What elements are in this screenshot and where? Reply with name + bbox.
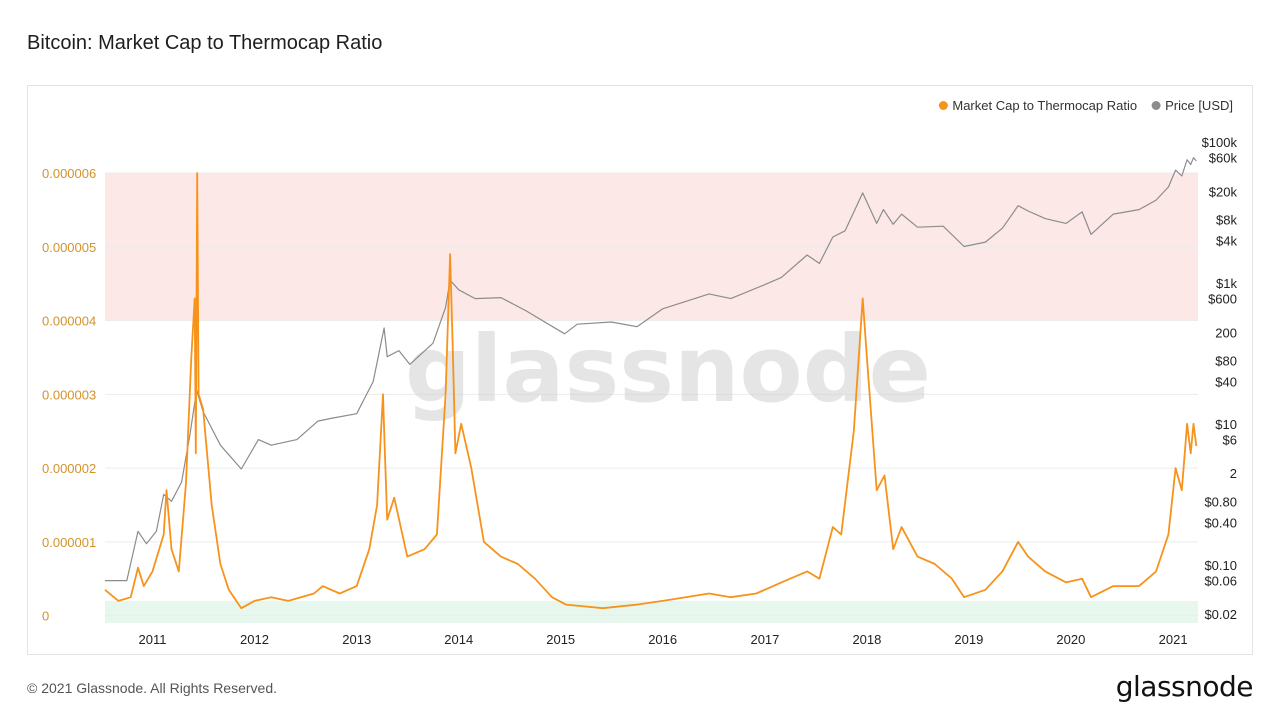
left-tick-label: 0 <box>42 609 49 624</box>
left-tick-label: 0.000004 <box>42 314 96 329</box>
legend-label: Market Cap to Thermocap Ratio <box>952 98 1137 113</box>
right-tick-label: 200 <box>1215 325 1237 340</box>
left-tick-label: 0.000001 <box>42 535 96 550</box>
chart-panel: glassnode 0 0.000001 0.000002 0.000003 0.000… <box>27 85 1253 655</box>
right-tick-label: $0.06 <box>1204 574 1237 589</box>
left-tick-label: 0.000005 <box>42 240 96 255</box>
right-tick-label: $600 <box>1208 292 1237 307</box>
right-tick-label: $0.02 <box>1204 607 1237 622</box>
x-tick-label: 2012 <box>240 632 269 647</box>
legend-label: Price [USD] <box>1165 98 1233 113</box>
right-tick-label: 2 <box>1230 466 1237 481</box>
x-tick-label: 2017 <box>750 632 779 647</box>
page-title: Bitcoin: Market Cap to Thermocap Ratio <box>27 32 383 54</box>
copyright-text: © 2021 Glassnode. All Rights Reserved. <box>27 680 278 696</box>
glassnode-logo[interactable]: glassnode <box>1115 670 1254 703</box>
right-tick-label: $0.80 <box>1204 494 1237 509</box>
right-tick-label: $0.10 <box>1204 558 1237 573</box>
right-tick-label: $80 <box>1215 353 1237 368</box>
right-tick-label: $6 <box>1223 433 1237 448</box>
legend-dot <box>938 101 948 110</box>
right-tick-label: $40 <box>1215 375 1237 390</box>
legend-dot <box>1151 101 1161 110</box>
right-tick-label: $60k <box>1209 151 1238 166</box>
band-undervalued <box>105 600 1198 623</box>
x-tick-label: 2013 <box>342 632 371 647</box>
series-line-ratio <box>104 172 1198 610</box>
right-tick-label: $100k <box>1202 135 1238 150</box>
left-tick-label: 0.000006 <box>42 166 96 181</box>
right-tick-label: $4k <box>1216 234 1237 249</box>
x-tick-label: 2015 <box>546 632 575 647</box>
right-tick-label: $10 <box>1215 417 1237 432</box>
left-tick-label: 0.000003 <box>42 387 96 402</box>
series-line-price <box>105 157 1197 582</box>
x-tick-label: 2021 <box>1159 632 1188 647</box>
right-tick-label: $8k <box>1216 212 1237 227</box>
x-tick-label: 2011 <box>139 632 167 647</box>
x-tick-label: 2019 <box>954 632 983 647</box>
right-tick-label: $1k <box>1216 276 1237 291</box>
x-tick-label: 2014 <box>444 632 473 647</box>
x-tick-label: 2018 <box>852 632 881 647</box>
right-tick-label: $0.40 <box>1204 515 1237 530</box>
right-tick-label: $20k <box>1209 184 1238 199</box>
watermark: glassnode <box>405 316 931 423</box>
x-tick-label: 2016 <box>648 632 677 647</box>
left-tick-label: 0.000002 <box>42 461 96 476</box>
x-tick-label: 2020 <box>1056 632 1085 647</box>
chart-svg[interactable]: glassnode 0 0.000001 0.000002 0.000003 0.000… <box>28 86 1252 654</box>
